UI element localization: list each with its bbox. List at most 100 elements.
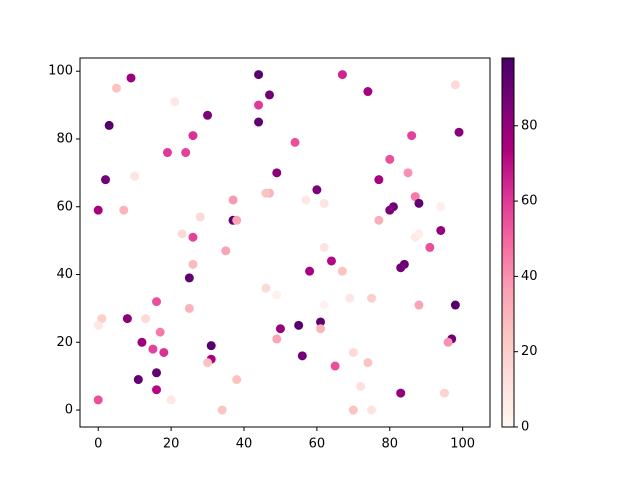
point: [152, 368, 162, 378]
y-tick-label: 20: [56, 335, 73, 350]
point: [439, 388, 449, 398]
point: [407, 131, 417, 141]
point: [254, 70, 264, 80]
x-tick-label: 20: [163, 437, 180, 452]
point: [162, 148, 172, 158]
x-tick-label: 100: [450, 437, 475, 452]
point: [363, 358, 373, 368]
point: [272, 290, 282, 300]
colorbar-tick-label: 80: [521, 118, 538, 133]
point: [410, 192, 420, 202]
point: [436, 202, 446, 212]
x-tick-label: 80: [382, 437, 399, 452]
point: [337, 266, 347, 276]
point: [312, 185, 322, 195]
point: [385, 154, 395, 164]
colorbar-tick-label: 40: [521, 269, 538, 284]
point: [297, 351, 307, 361]
point: [265, 90, 275, 100]
y-tick-label: 80: [56, 131, 73, 146]
point: [326, 256, 336, 266]
point: [316, 324, 326, 334]
point: [148, 344, 158, 354]
point: [294, 320, 304, 330]
point: [195, 212, 205, 222]
point: [184, 303, 194, 313]
y-tick-label: 100: [48, 64, 73, 79]
point: [130, 171, 140, 181]
point: [93, 320, 103, 330]
point: [184, 273, 194, 283]
point: [232, 375, 242, 385]
point: [181, 148, 191, 158]
point: [152, 297, 162, 307]
point: [319, 242, 329, 252]
point: [305, 266, 315, 276]
point: [188, 232, 198, 242]
point: [450, 300, 460, 310]
point: [141, 314, 151, 324]
y-tick-label: 60: [56, 199, 73, 214]
point: [316, 317, 326, 327]
y-tick-label: 0: [65, 403, 73, 418]
colorbar: [501, 57, 515, 428]
point: [93, 395, 103, 405]
point: [122, 314, 132, 324]
point: [367, 293, 377, 303]
point: [425, 242, 435, 252]
point: [443, 337, 453, 347]
point: [203, 358, 213, 368]
point: [126, 73, 136, 83]
point: [133, 375, 143, 385]
point: [177, 229, 187, 239]
point: [348, 347, 358, 357]
point: [166, 395, 176, 405]
point: [261, 283, 271, 293]
point: [254, 100, 264, 110]
point: [337, 70, 347, 80]
colorbar-tick-label: 20: [521, 344, 538, 359]
point: [396, 263, 406, 273]
point: [319, 300, 329, 310]
point: [319, 198, 329, 208]
x-tick-label: 40: [236, 437, 253, 452]
point: [385, 205, 395, 215]
point: [454, 127, 464, 137]
point: [170, 97, 180, 107]
point: [203, 110, 213, 120]
point: [97, 314, 107, 324]
point: [261, 188, 271, 198]
y-tick-label: 40: [56, 267, 73, 282]
point: [155, 327, 165, 337]
point: [450, 80, 460, 90]
point: [232, 215, 242, 225]
point: [188, 259, 198, 269]
point: [348, 405, 358, 415]
point: [436, 225, 446, 235]
point: [93, 205, 103, 215]
point: [137, 337, 147, 347]
plot-frame: [79, 57, 491, 428]
point: [374, 175, 384, 185]
point: [363, 87, 373, 97]
point: [414, 198, 424, 208]
point: [188, 131, 198, 141]
x-tick-label: 60: [309, 437, 326, 452]
point: [345, 293, 355, 303]
colorbar-tick-label: 60: [521, 194, 538, 209]
point: [111, 83, 121, 93]
point: [356, 381, 366, 391]
point: [374, 215, 384, 225]
point: [275, 324, 285, 334]
point: [272, 168, 282, 178]
point: [159, 347, 169, 357]
point: [330, 361, 340, 371]
point: [272, 334, 282, 344]
point: [403, 168, 413, 178]
x-tick-label: 0: [94, 437, 102, 452]
point: [152, 385, 162, 395]
point: [396, 388, 406, 398]
point: [206, 341, 216, 351]
point: [119, 205, 129, 215]
